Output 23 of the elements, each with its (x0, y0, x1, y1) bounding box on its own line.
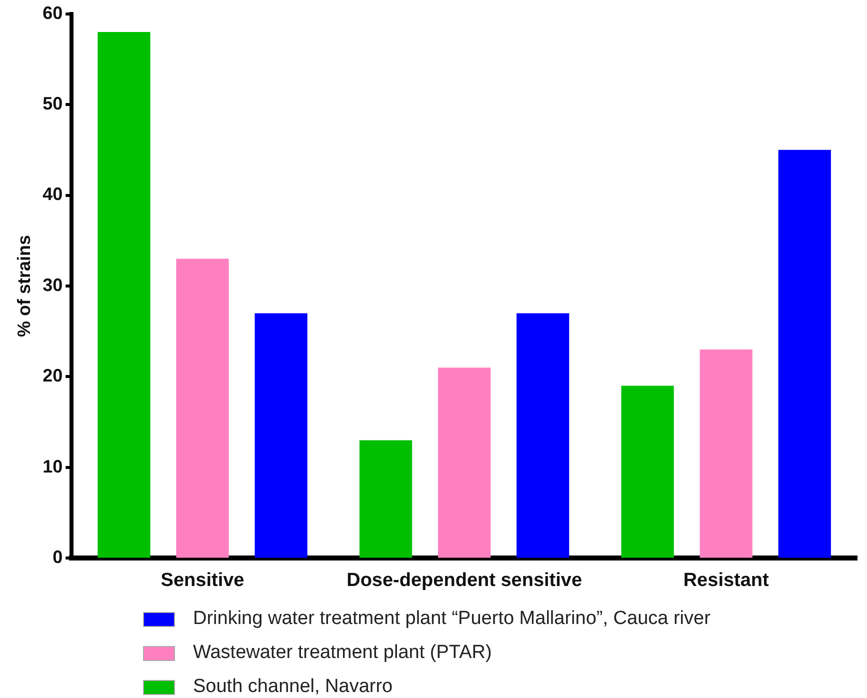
y-tick-label: 60 (42, 2, 63, 23)
y-tick-label: 20 (42, 366, 63, 386)
y-tick-label: 0 (52, 547, 63, 568)
y-tick-label: 50 (42, 94, 63, 114)
bar (778, 150, 831, 558)
x-tick-label: Sensitive (160, 570, 244, 591)
x-tick-label: Resistant (683, 570, 770, 591)
y-tick-label: 10 (42, 456, 63, 476)
bar (359, 440, 412, 558)
y-tick-label: 40 (42, 184, 63, 204)
legend-label: Drinking water treatment plant “Puerto Mallarino”, Cauca river (193, 608, 710, 630)
y-tick-label: 30 (42, 274, 63, 295)
bar (98, 32, 150, 558)
legend-label: South channel, Navarro (193, 676, 393, 698)
bar (700, 350, 752, 558)
bar (438, 368, 491, 558)
x-tick-label: Dose-dependent sensitive (346, 570, 582, 591)
bar (254, 313, 308, 558)
y-axis-title: % of strains (14, 234, 34, 338)
bar (516, 313, 570, 558)
bar (621, 386, 674, 558)
bar (176, 258, 229, 558)
legend-label: Wastewater treatment plant (PTAR) (193, 642, 492, 664)
